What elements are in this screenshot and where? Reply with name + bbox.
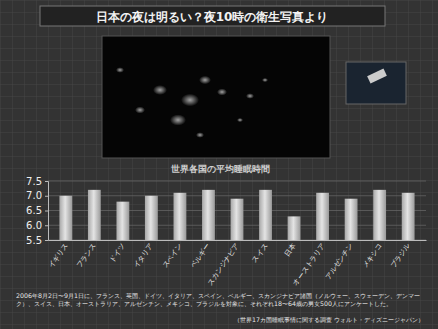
y-axis-line — [45, 182, 49, 241]
x-tick: オーストラリア — [292, 240, 326, 286]
city-lights — [135, 107, 145, 114]
grid-line — [48, 195, 426, 196]
x-tick: ベルギー — [190, 240, 212, 269]
y-tick: 5.5 — [26, 235, 48, 246]
x-tick-label: メキシコ — [361, 242, 383, 269]
x-tick-label: スカンジナビア — [206, 242, 240, 286]
y-tick: 7.5 — [26, 176, 48, 187]
y-tick-mark — [45, 211, 48, 212]
satellite-icon — [367, 69, 387, 84]
x-tick: メキシコ — [361, 240, 383, 269]
grid — [48, 181, 426, 240]
bar — [259, 190, 272, 240]
city-lights — [116, 67, 124, 73]
x-tick: イギリス — [47, 240, 69, 269]
y-tick: 6.5 — [26, 205, 48, 216]
city-lights — [196, 132, 204, 138]
satellite-image — [102, 36, 406, 158]
x-tick-label: アルゼンチン — [324, 242, 354, 280]
y-tick-label: 6.5 — [26, 205, 42, 216]
bars — [59, 190, 414, 240]
y-tick-mark — [45, 196, 48, 197]
bar — [174, 193, 187, 240]
subtitle: 世界各国の平均睡眠時間 — [170, 164, 270, 174]
y-tick-label: 7.5 — [26, 176, 42, 187]
city-lights — [262, 78, 268, 82]
x-tick: イタリア — [132, 240, 155, 269]
x-tick-label: スペイン — [161, 242, 183, 269]
y-tick-mark — [45, 240, 48, 241]
city-lights — [237, 118, 243, 122]
x-tick-label: 日本 — [283, 242, 297, 257]
bar — [345, 199, 358, 240]
x-tick: 日本 — [283, 240, 297, 257]
y-tick: 6.0 — [26, 220, 48, 231]
bar — [373, 190, 386, 240]
title: 日本の夜は明るい？夜10時の衛生写真より — [96, 10, 329, 24]
grid-line — [48, 181, 426, 182]
x-tick-label: イタリア — [132, 242, 155, 270]
x-tick-label: ドイツ — [108, 242, 126, 263]
background — [0, 0, 438, 329]
x-tick: フランス — [75, 240, 97, 269]
y-tick-mark — [45, 225, 48, 226]
y-axis: 5.5 6.0 6.5 7.0 7.5 — [26, 176, 48, 246]
city-lights — [181, 94, 199, 107]
x-axis-line — [49, 240, 427, 241]
bar — [316, 193, 329, 240]
footnote: 2006年8月2日〜9月1日に、フランス、英国、ドイツ、イタリア、スペイン、ベル… — [16, 292, 426, 308]
bar — [145, 196, 158, 240]
chart: 日本の夜は明るい？夜10時の衛生写真より世界各国の平均睡眠時間 5.5 6.0 6.5… — [0, 0, 438, 329]
city-lights — [217, 89, 227, 96]
x-tick: アルゼンチン — [324, 240, 354, 280]
x-tick: スカンジナビア — [206, 240, 240, 286]
x-tick-label: イギリス — [47, 242, 69, 269]
x-tick-label: ベルギー — [190, 242, 212, 269]
source: （世界17カ国睡眠事情に関する調査 ウォルト・ディズニージャパン） — [234, 316, 424, 325]
x-tick: ドイツ — [108, 240, 126, 263]
y-tick-label: 5.5 — [26, 235, 42, 246]
x-tick: スイス — [251, 240, 269, 263]
x-tick-label: オーストラリア — [292, 242, 326, 286]
satellite-frame — [102, 36, 330, 158]
bar — [231, 199, 244, 240]
title-bar — [40, 6, 385, 26]
city-lights — [246, 93, 254, 99]
bar — [116, 202, 129, 240]
bar — [402, 193, 415, 240]
bar — [59, 196, 72, 240]
bar — [88, 190, 101, 240]
city-lights — [170, 114, 186, 125]
bar — [288, 216, 301, 240]
x-tick-label: フランス — [75, 242, 97, 269]
y-tick-label: 7.0 — [26, 190, 42, 201]
y-tick-label: 6.0 — [26, 220, 42, 231]
x-tick: スペイン — [161, 240, 183, 269]
city-lights — [199, 76, 211, 84]
x-axis: イギリスフランスドイツイタリアスペインベルギースカンジナビアスイス日本オーストラ… — [47, 240, 427, 286]
bar — [202, 190, 215, 240]
city-lights — [153, 85, 167, 95]
y-tick-mark — [45, 181, 48, 182]
x-tick-label: ブラジル — [389, 242, 411, 269]
x-tick: ブラジル — [389, 240, 411, 269]
satellite-inset — [346, 62, 406, 104]
x-tick-label: スイス — [251, 242, 269, 263]
y-tick: 7.0 — [26, 190, 48, 201]
